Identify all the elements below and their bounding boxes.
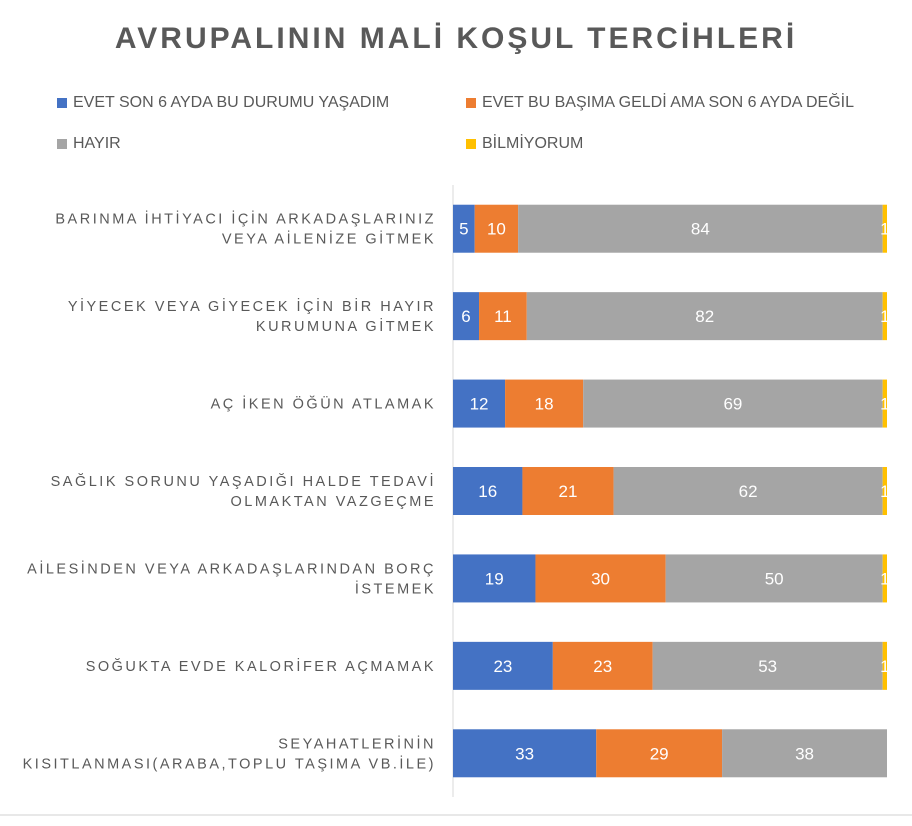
legend-label-evet-son-6-ay: EVET SON 6 AYDA BU DURUMU YAŞADIM xyxy=(73,94,390,111)
legend-swatch-evet-son-6-ay xyxy=(57,98,67,108)
category-label: SEYAHATLERİNİN xyxy=(278,734,436,752)
legend-label-evet-degil: EVET BU BAŞIMA GELDİ AMA SON 6 AYDA DEĞİ… xyxy=(482,94,854,111)
bar-segment xyxy=(882,292,887,341)
legend-swatch-bilmiyorum xyxy=(466,139,476,149)
data-label: 6 xyxy=(461,307,470,326)
legend-item-hayir: HAYIR xyxy=(57,135,121,153)
legend-label-bilmiyorum: BİLMİYORUM xyxy=(482,135,584,152)
category-label: KISITLANMASI(ARABA,TOPLU TAŞIMA VB.İLE) xyxy=(23,754,436,772)
bar-segment xyxy=(583,379,883,428)
bar-segment xyxy=(652,641,883,690)
data-label: 18 xyxy=(535,395,554,414)
bar-segment xyxy=(453,467,523,515)
data-label: 69 xyxy=(723,395,742,414)
data-label: 23 xyxy=(593,657,612,676)
data-label: 5 xyxy=(459,220,468,239)
bar-segment xyxy=(882,554,887,603)
bar-segment xyxy=(453,641,553,690)
bar-segment xyxy=(535,554,666,603)
data-label: 16 xyxy=(478,482,497,501)
data-label: 1 xyxy=(880,657,889,676)
data-label: 11 xyxy=(494,307,512,326)
category-label: OLMAKTAN VAZGEÇME xyxy=(230,494,436,510)
category-label: İSTEMEK xyxy=(355,579,436,597)
data-label: 30 xyxy=(591,569,610,588)
data-label: 1 xyxy=(880,220,889,239)
data-label: 38 xyxy=(795,744,814,763)
data-label: 10 xyxy=(487,220,506,239)
data-label: 19 xyxy=(485,569,504,588)
category-label: SOĞUKTA EVDE KALORİFER AÇMAMAK xyxy=(86,657,436,675)
bar-segment xyxy=(596,729,723,778)
bar-segment xyxy=(882,379,887,428)
data-label: 53 xyxy=(758,657,777,676)
bar-segment xyxy=(613,467,883,515)
bar-segment xyxy=(453,729,597,778)
category-label: BARINMA İHTİYACI İÇİN ARKADAŞLARINIZ xyxy=(55,210,436,228)
legend-label-hayir: HAYIR xyxy=(73,135,121,152)
data-label: 29 xyxy=(650,744,669,763)
chart-title: AVRUPALININ MALİ KOŞUL TERCİHLERİ xyxy=(114,22,798,55)
data-label: 84 xyxy=(691,220,710,239)
bar-segment xyxy=(453,379,506,428)
legend-item-bilmiyorum: BİLMİYORUM xyxy=(466,135,583,153)
data-label: 12 xyxy=(470,395,489,414)
data-label: 50 xyxy=(765,569,784,588)
data-label: 82 xyxy=(695,307,714,326)
bar-segment xyxy=(453,204,475,253)
bar-segment xyxy=(552,641,653,690)
data-label: 1 xyxy=(880,569,889,588)
bar-segment xyxy=(882,641,887,690)
legend-swatch-evet-degil xyxy=(466,98,476,108)
bar-segment xyxy=(453,554,536,603)
data-label: 33 xyxy=(515,744,534,763)
bar-segment xyxy=(665,554,883,603)
bar-segment xyxy=(505,379,584,428)
bar-segment xyxy=(518,204,883,253)
bar-segment xyxy=(522,467,614,515)
data-label: 1 xyxy=(880,395,889,414)
data-label: 23 xyxy=(493,657,512,676)
bar-segment xyxy=(479,292,527,341)
category-label: SAĞLIK SORUNU YAŞADIĞI HALDE TEDAVİ xyxy=(51,472,436,490)
bar-segment xyxy=(882,204,887,253)
bar-segment xyxy=(453,292,480,341)
bar-segment xyxy=(722,729,887,778)
category-label: YİYECEK VEYA GİYECEK İÇİN BİR HAYIR xyxy=(68,297,436,315)
legend-item-evet-degil: EVET BU BAŞIMA GELDİ AMA SON 6 AYDA DEĞİ… xyxy=(466,94,854,112)
category-label: KURUMUNA GİTMEK xyxy=(256,317,436,335)
data-label: 1 xyxy=(880,307,889,326)
category-label: AİLESİNDEN VEYA ARKADAŞLARINDAN BORÇ xyxy=(27,559,436,577)
legend-item-evet-son-6-ay: EVET SON 6 AYDA BU DURUMU YAŞADIM xyxy=(57,94,389,112)
category-label: VEYA AİLENİZE GİTMEK xyxy=(222,230,436,248)
category-label: AÇ İKEN ÖĞÜN ATLAMAK xyxy=(211,395,436,413)
data-label: 1 xyxy=(880,482,889,501)
data-label: 62 xyxy=(739,482,758,501)
data-label: 21 xyxy=(559,482,578,501)
legend-swatch-hayir xyxy=(57,139,67,149)
bar-segment xyxy=(474,204,519,253)
bar-segment xyxy=(882,467,887,515)
bar-segment xyxy=(526,292,883,341)
